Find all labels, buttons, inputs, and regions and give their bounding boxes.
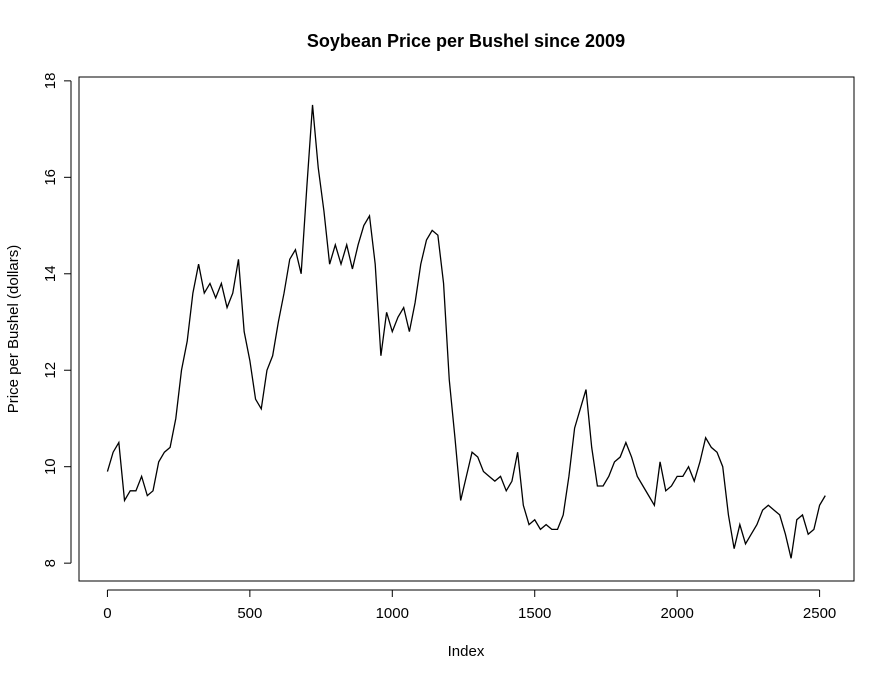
y-tick-label: 12 [42, 362, 59, 379]
y-tick-label: 16 [42, 169, 59, 186]
y-tick-label: 14 [42, 265, 59, 282]
y-tick-label: 10 [42, 458, 59, 475]
price-line [106, 104, 826, 559]
x-tick-label: 2500 [803, 605, 836, 622]
y-tick-label: 18 [42, 73, 59, 90]
x-tick-label: 1000 [376, 605, 409, 622]
x-axis-label: Index [448, 643, 485, 660]
plot-box [78, 76, 855, 582]
y-axis-label: Price per Bushel (dollars) [5, 245, 22, 413]
x-tick-label: 500 [237, 605, 262, 622]
x-tick-label: 0 [103, 605, 111, 622]
y-tick-label: 8 [42, 559, 59, 567]
x-tick-label: 2000 [660, 605, 693, 622]
x-tick-label: 1500 [518, 605, 551, 622]
chart-title: Soybean Price per Bushel since 2009 [307, 31, 625, 51]
